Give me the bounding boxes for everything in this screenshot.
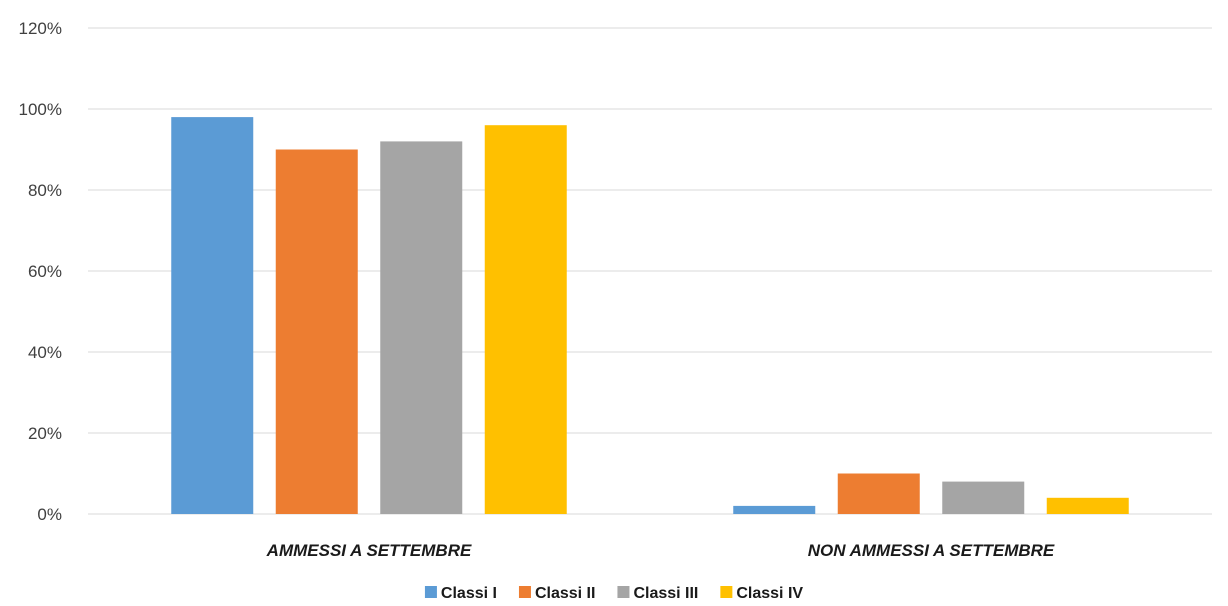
bar-classi-i-0 [171, 117, 254, 514]
bar-classi-i-1 [733, 505, 816, 514]
x-category-label: NON AMMESSI A SETTEMBRE [808, 541, 1055, 560]
bars [171, 117, 1129, 514]
legend-label: Classi II [535, 585, 595, 602]
bar-classi-iv-1 [1046, 497, 1129, 514]
legend-label: Classi III [633, 585, 698, 602]
bar-classi-iv-0 [484, 125, 567, 514]
y-tick-label: 20% [28, 424, 62, 443]
y-tick-label: 80% [28, 181, 62, 200]
bar-classi-ii-1 [837, 473, 920, 514]
gridlines [88, 27, 1212, 515]
legend-item: Classi I [424, 585, 497, 602]
bar-classi-iii-0 [380, 141, 463, 514]
legend-item: Classi III [617, 585, 698, 602]
legend: Classi I Classi II Classi III Classi IV [424, 585, 803, 602]
legend-label: Classi I [441, 585, 497, 602]
x-category-label: AMMESSI A SETTEMBRE [266, 541, 472, 560]
y-tick-label: 0% [37, 505, 62, 524]
legend-swatch [617, 586, 630, 598]
y-tick-label: 60% [28, 262, 62, 281]
legend-swatch [424, 586, 437, 598]
legend-item: Classi IV [720, 585, 803, 602]
legend-swatch [720, 586, 733, 598]
y-axis-ticks: 0% 20% 40% 60% 80% 100% 120% [19, 19, 62, 524]
legend-label: Classi IV [736, 585, 803, 602]
legend-swatch [518, 586, 531, 598]
legend-item: Classi II [518, 585, 595, 602]
y-tick-label: 40% [28, 343, 62, 362]
y-tick-label: 120% [19, 19, 62, 38]
bar-classi-ii-0 [275, 149, 358, 514]
bar-classi-iii-1 [942, 481, 1025, 514]
x-axis-categories: AMMESSI A SETTEMBRE NON AMMESSI A SETTEMB… [266, 541, 1055, 560]
y-tick-label: 100% [19, 100, 62, 119]
